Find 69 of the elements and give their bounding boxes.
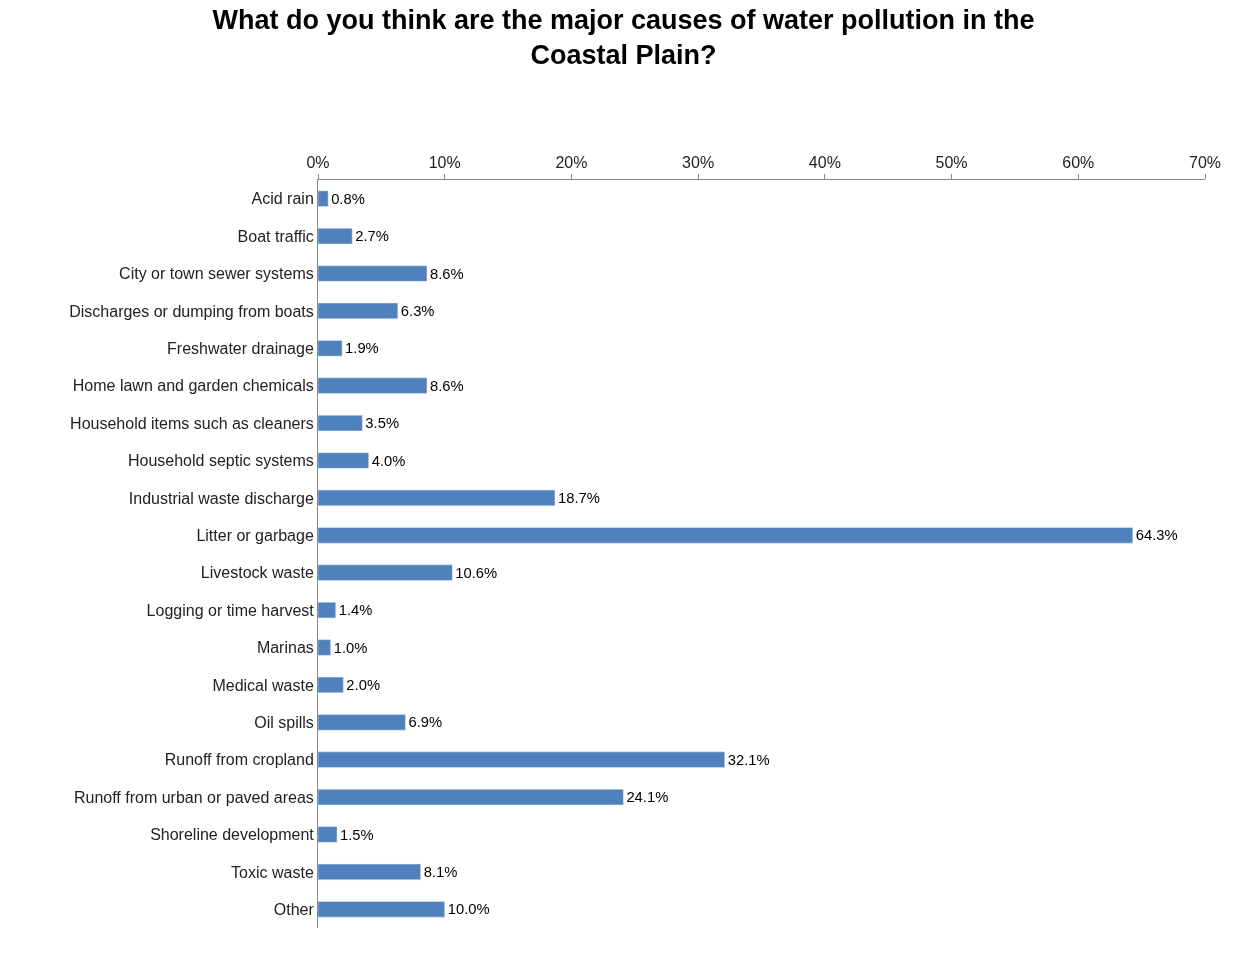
data-label: 10.6% [455,564,498,581]
data-label: 4.0% [371,452,406,469]
x-tick-label: 10% [428,153,461,171]
y-tick-label: Livestock waste [200,564,314,582]
y-tick-label: Household items such as cleaners [70,414,314,432]
x-tick-label: 70% [1188,153,1222,171]
bar [318,676,344,693]
y-tick-label: Toxic waste [231,863,314,881]
x-tick-label: 50% [935,153,968,171]
bar [318,340,343,357]
x-tick-label: 60% [1062,153,1095,171]
bar [318,452,369,469]
data-label: 1.5% [340,826,374,843]
data-label: 32.1% [727,751,770,768]
x-tick-label: 20% [555,153,588,171]
data-label: 2.7% [355,228,389,245]
data-label: 8.6% [429,265,464,282]
y-tick-label: Other [273,900,315,918]
y-tick-label: Logging or time harvest [146,601,315,619]
y-tick-label: City or town sewer systems [119,265,314,283]
y-tick-label: Discharges or dumping from boats [69,302,314,320]
bar [318,751,725,768]
data-label: 2.0% [346,676,381,693]
y-tick-label: Household septic systems [127,452,314,470]
data-label: 8.6% [429,377,464,394]
data-label: 64.3% [1135,527,1178,544]
bar [318,714,406,731]
y-tick-label: Boat traffic [237,227,314,245]
bar [318,826,338,843]
y-tick-label: Shoreline development [150,826,315,844]
data-label: 1.9% [345,340,379,357]
bar [318,527,1134,544]
y-tick-label: Runoff from cropland [164,751,314,769]
y-tick-label: Oil spills [254,713,314,731]
data-label: 1.4% [338,602,373,619]
y-tick-label: Freshwater drainage [167,339,314,357]
x-tick-label: 0% [306,153,330,171]
data-label: 0.8% [331,190,365,207]
y-tick-label: Marinas [256,639,314,657]
y-tick-label: Runoff from urban or paved areas [73,788,314,806]
bar [318,415,363,432]
bar [318,564,453,581]
chart-title: What do you think are the major causes of water pollution in the Coastal Plain? [212,4,1035,70]
bar [318,377,428,394]
x-tick-label: 40% [808,153,841,171]
data-label: 6.3% [400,302,435,319]
bar [318,190,329,207]
data-label: 18.7% [557,489,600,506]
bar [318,489,556,506]
data-label: 3.5% [365,415,400,432]
bar [318,602,336,619]
data-label: 10.0% [447,901,490,918]
bar [318,901,445,918]
bar [318,863,421,880]
data-label: 8.1% [423,863,458,880]
bar [318,228,353,245]
x-tick-label: 30% [682,153,715,171]
data-label: 1.0% [333,639,368,656]
y-tick-label: Medical waste [212,676,314,694]
y-tick-label: Home lawn and garden chemicals [72,377,314,395]
data-label: 24.1% [626,789,669,806]
y-tick-label: Litter or garbage [196,526,314,544]
bar [318,265,428,282]
y-tick-label: Acid rain [251,190,314,208]
y-tick-label: Industrial waste discharge [128,489,314,507]
bar [318,789,624,806]
bar [318,302,399,319]
bar [318,639,331,656]
data-label: 6.9% [408,714,443,731]
